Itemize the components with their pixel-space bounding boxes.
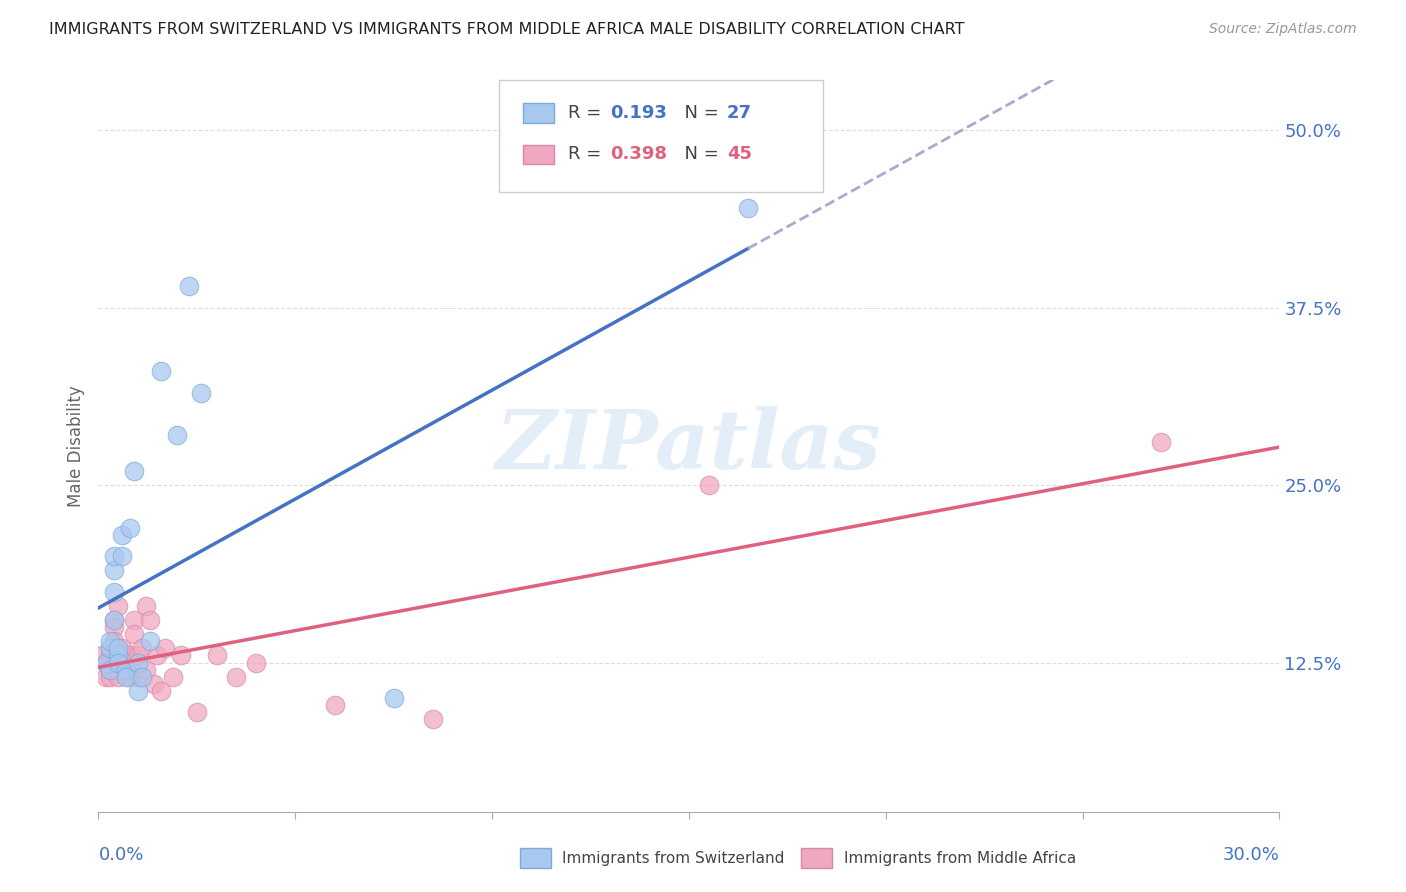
Point	[103, 634, 125, 648]
Point	[103, 563, 125, 577]
Point	[697, 478, 720, 492]
Point	[111, 648, 134, 663]
Text: Source: ZipAtlas.com: Source: ZipAtlas.com	[1209, 22, 1357, 37]
Point	[1150, 435, 1173, 450]
Point	[98, 648, 121, 663]
Point	[382, 691, 405, 706]
Point	[142, 677, 165, 691]
Point	[118, 670, 141, 684]
Point	[245, 656, 267, 670]
Text: R =: R =	[568, 104, 607, 122]
Point	[111, 549, 134, 563]
Point	[122, 627, 145, 641]
Point	[737, 201, 759, 215]
Point	[96, 656, 118, 670]
Point	[122, 613, 145, 627]
Point	[98, 656, 121, 670]
Point	[131, 670, 153, 684]
Point	[103, 613, 125, 627]
Point	[186, 706, 208, 720]
Point	[138, 613, 160, 627]
Point	[103, 641, 125, 656]
Point	[323, 698, 346, 713]
Text: 0.193: 0.193	[610, 104, 666, 122]
Text: 45: 45	[727, 145, 752, 163]
Point	[150, 684, 173, 698]
Point	[103, 549, 125, 563]
Point	[91, 648, 114, 663]
Point	[107, 656, 129, 670]
Y-axis label: Male Disability: Male Disability	[66, 385, 84, 507]
Point	[138, 634, 160, 648]
Point	[98, 663, 121, 677]
Point	[98, 634, 121, 648]
Text: Immigrants from Middle Africa: Immigrants from Middle Africa	[844, 851, 1076, 865]
Text: 27: 27	[727, 104, 752, 122]
Point	[111, 641, 134, 656]
Point	[146, 648, 169, 663]
Point	[107, 648, 129, 663]
Point	[103, 613, 125, 627]
Point	[155, 641, 177, 656]
Text: 30.0%: 30.0%	[1223, 846, 1279, 863]
Point	[205, 648, 228, 663]
Point	[107, 656, 129, 670]
Text: IMMIGRANTS FROM SWITZERLAND VS IMMIGRANTS FROM MIDDLE AFRICA MALE DISABILITY COR: IMMIGRANTS FROM SWITZERLAND VS IMMIGRANT…	[49, 22, 965, 37]
Point	[150, 364, 173, 378]
Point	[115, 670, 138, 684]
Point	[122, 464, 145, 478]
Point	[115, 663, 138, 677]
Point	[107, 599, 129, 613]
Point	[115, 656, 138, 670]
Point	[96, 656, 118, 670]
Text: R =: R =	[568, 145, 607, 163]
Point	[118, 648, 141, 663]
Point	[118, 521, 141, 535]
Point	[135, 663, 157, 677]
Text: 0.0%: 0.0%	[98, 846, 143, 863]
Point	[118, 656, 141, 670]
Point	[127, 648, 149, 663]
Point	[98, 670, 121, 684]
Point	[190, 385, 212, 400]
Point	[107, 663, 129, 677]
Point	[98, 663, 121, 677]
Point	[135, 599, 157, 613]
Point	[107, 641, 129, 656]
Point	[107, 648, 129, 663]
Text: Immigrants from Switzerland: Immigrants from Switzerland	[562, 851, 785, 865]
Point	[422, 713, 444, 727]
Point	[107, 670, 129, 684]
Text: N =: N =	[673, 145, 725, 163]
Point	[177, 279, 200, 293]
Point	[127, 656, 149, 670]
Point	[127, 670, 149, 684]
Point	[115, 663, 138, 677]
Point	[170, 648, 193, 663]
Point	[225, 670, 247, 684]
Point	[98, 641, 121, 656]
Point	[166, 428, 188, 442]
Point	[131, 641, 153, 656]
Text: N =: N =	[673, 104, 725, 122]
Point	[162, 670, 184, 684]
Point	[103, 620, 125, 634]
Point	[127, 684, 149, 698]
Point	[96, 670, 118, 684]
Point	[111, 528, 134, 542]
Point	[103, 584, 125, 599]
Text: 0.398: 0.398	[610, 145, 668, 163]
Text: ZIPatlas: ZIPatlas	[496, 406, 882, 486]
